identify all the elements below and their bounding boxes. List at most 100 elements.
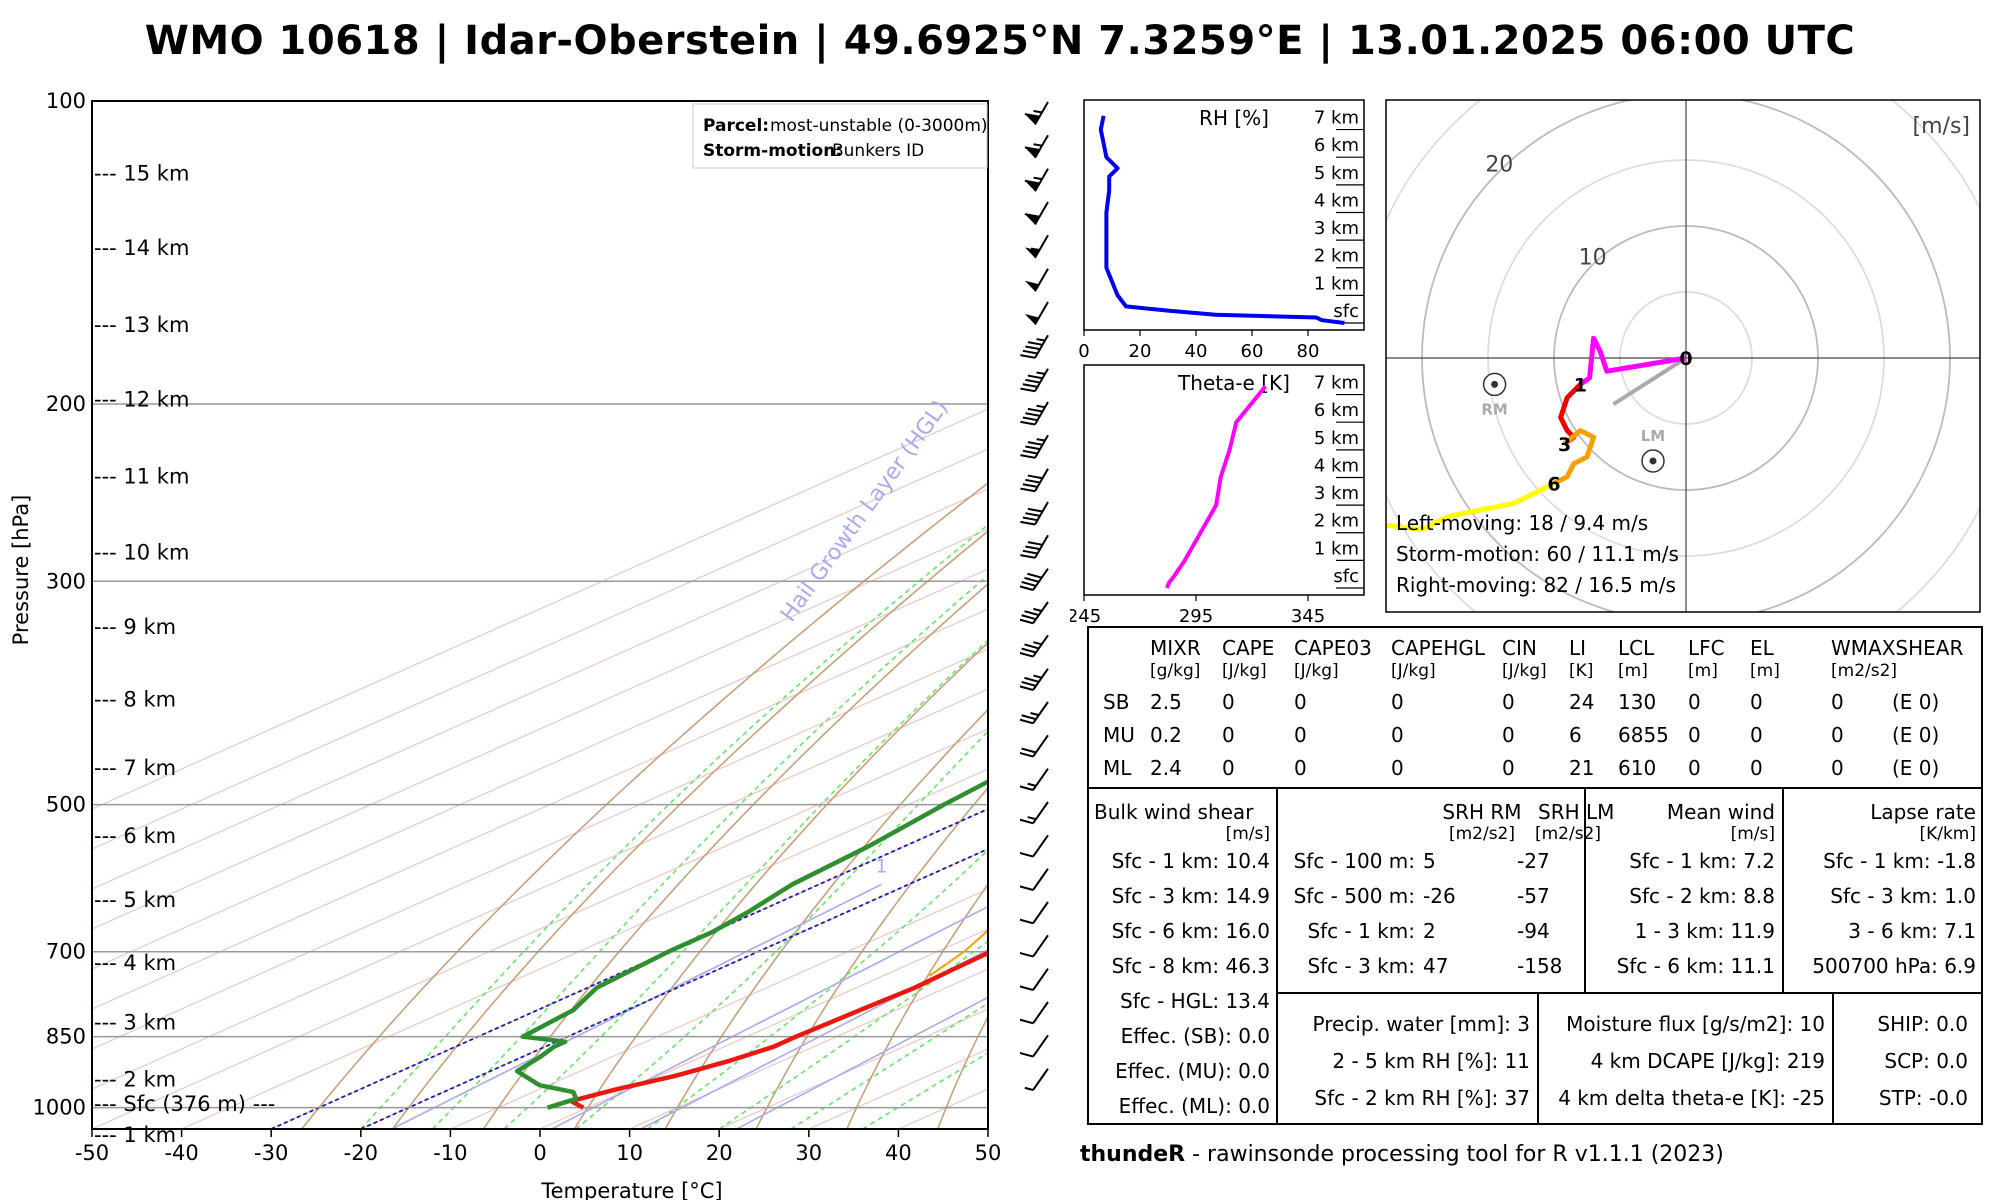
table-cell: 610	[1618, 756, 1656, 780]
wind-barb-flag	[1021, 714, 1037, 721]
table-cell: 0	[1391, 690, 1404, 714]
isotherm-line	[92, 648, 988, 1050]
mean-wind-row: Sfc - 2 km: 8.8	[1629, 884, 1775, 908]
wind-barb-flag	[1024, 676, 1040, 683]
y-tick-label: 1000	[33, 1096, 86, 1120]
profile-frame	[1083, 99, 1365, 331]
wind-barb-half-flag	[1036, 371, 1046, 375]
wind-barb-staff	[1032, 568, 1049, 591]
moisture-row: 4 km delta theta-e [K]: -25	[1558, 1086, 1825, 1110]
wind-barb	[1020, 634, 1049, 658]
table-cell: 0	[1502, 756, 1515, 780]
x-tick-label: -20	[344, 1141, 378, 1165]
srh-rm-value: 5	[1423, 849, 1436, 873]
x-tick-label: 20	[706, 1141, 733, 1165]
height-label: --- 7 km	[94, 756, 176, 780]
srh-row-label: Sfc - 1 km:	[1307, 919, 1415, 943]
wind-barb-pennant	[1024, 147, 1039, 158]
height-label: --- 4 km	[94, 951, 176, 975]
wind-barb-staff	[1032, 934, 1049, 958]
wind-barb	[1020, 868, 1049, 891]
composite-index: STP: -0.0	[1879, 1086, 1968, 1110]
table-unit: [J/kg]	[1391, 661, 1436, 681]
x-tick-label: 295	[1179, 606, 1213, 627]
bws-row: Sfc - 1 km: 10.4	[1112, 849, 1270, 873]
height-tick-label: 6 km	[1314, 400, 1359, 421]
wind-barb-flag	[1021, 614, 1037, 621]
srh-row-label: Sfc - 100 m:	[1294, 849, 1415, 873]
table-cell: 0	[1222, 756, 1235, 780]
bws-title: Bulk wind shear	[1094, 800, 1254, 824]
x-tick-label: 20	[1129, 341, 1152, 362]
height-label: --- 13 km	[94, 313, 189, 337]
wind-barb-flag	[1020, 985, 1034, 991]
wind-barb-half-flag	[1033, 110, 1043, 114]
srh-rm-value: 2	[1423, 919, 1436, 943]
table-cell: 2.5	[1150, 690, 1182, 714]
y-axis-label: Pressure [hPa]	[9, 495, 33, 646]
height-tick-label: 4 km	[1314, 455, 1359, 476]
table-cell: 0	[1391, 723, 1404, 747]
isotherm-line	[92, 688, 988, 1090]
wind-barb-flag	[1021, 747, 1037, 754]
table-cell: 0.2	[1150, 723, 1182, 747]
wind-barb-half-flag	[1033, 143, 1043, 147]
wind-barb-flag	[1020, 918, 1034, 925]
hodograph-motion-text: Storm-motion: 60 / 11.1 m/s	[1396, 542, 1679, 566]
isotherm-line	[92, 488, 988, 890]
moist-adiabat-line	[431, 574, 988, 1129]
wind-barb-staff	[1032, 1068, 1049, 1091]
srh-lm-value: -57	[1517, 884, 1550, 908]
hodograph-motion-text: Right-moving: 82 / 16.5 m/s	[1396, 573, 1676, 597]
isotherm-line	[92, 568, 988, 970]
bws-unit: [m/s]	[1226, 824, 1270, 844]
wind-barb	[1024, 134, 1049, 159]
hodograph-height-marker: 0	[1679, 348, 1692, 370]
height-tick-label: sfc	[1333, 566, 1359, 587]
wind-barb-pennant	[1024, 280, 1039, 292]
bws-row: Effec. (SB): 0.0	[1121, 1024, 1270, 1048]
wind-barb-flag	[1020, 785, 1034, 791]
footer-credit: thundeR - rawinsonde processing tool for…	[1080, 1142, 1980, 1167]
wind-barb	[1024, 201, 1049, 226]
hgl-label: Hail Growth Layer (HGL)	[776, 396, 953, 627]
isotherm-line	[718, 1008, 988, 1129]
wind-barb-flag	[1020, 420, 1036, 426]
y-tick-label: 500	[46, 793, 86, 817]
isotherm-line	[450, 888, 988, 1129]
wind-barb-flag	[1020, 487, 1036, 493]
table-unit: [J/kg]	[1502, 661, 1547, 681]
table-cell: 0	[1750, 690, 1763, 714]
table-header: WMAXSHEAR	[1831, 636, 1963, 660]
table-unit: [m]	[1618, 661, 1648, 681]
moist-adiabat-line	[360, 523, 988, 1129]
hodograph-frame	[1385, 99, 1981, 613]
wind-barb-staff	[1034, 301, 1049, 326]
x-axis-label: Temperature [°C]	[540, 1179, 722, 1200]
lapse-row: 500700 hPa: 6.9	[1812, 954, 1976, 978]
wind-barb-pennant	[1024, 214, 1039, 225]
table-cell: 21	[1569, 756, 1594, 780]
wind-barb-flag	[1025, 512, 1041, 517]
isotherm-line	[898, 1088, 988, 1129]
table-cell: 24	[1569, 690, 1594, 714]
wind-barb	[1020, 401, 1049, 426]
wind-barb-flag	[1024, 113, 1040, 118]
isotherm-line	[808, 1048, 988, 1129]
table-cell: 0	[1750, 723, 1763, 747]
theta-e-profile-chart: Theta-e [K] sfc 1 km 2 km 3 km 4 km 5 km 6 km 7 …	[1070, 364, 1365, 627]
wind-barb-pennant	[1024, 114, 1039, 125]
dry-adiabat-line	[301, 481, 988, 1129]
moist-adiabat-line	[647, 848, 988, 1129]
mean-wind-row: Sfc - 1 km: 7.2	[1629, 849, 1775, 873]
wind-barb-half-flag	[1033, 641, 1042, 646]
moisture-row: Moisture flux [g/s/m2]: 10	[1566, 1012, 1825, 1036]
y-tick-label: 200	[46, 392, 86, 416]
wind-barb-staff	[1034, 234, 1049, 259]
height-label: --- 5 km	[94, 888, 176, 912]
dry-adiabat-line	[664, 708, 988, 1129]
storm-marker-label: LM	[1641, 427, 1666, 445]
bws-row: Effec. (ML): 0.0	[1119, 1094, 1270, 1118]
wind-barb-flag	[1020, 454, 1036, 459]
wind-barb-flag	[1020, 554, 1036, 559]
